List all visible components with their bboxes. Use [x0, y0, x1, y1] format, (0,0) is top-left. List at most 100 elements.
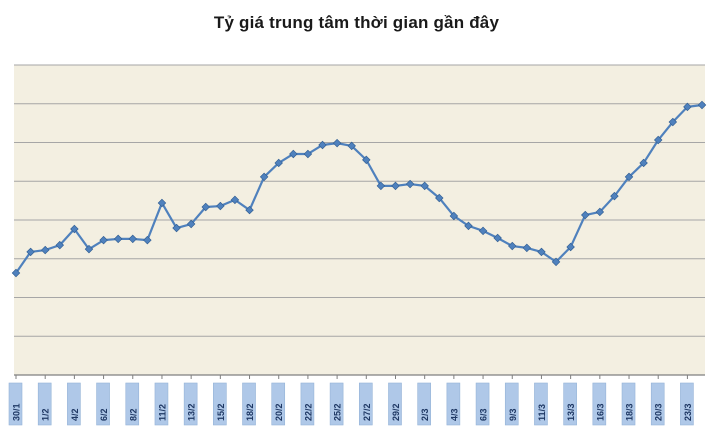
- x-axis-label-box: [446, 382, 461, 426]
- x-axis-label: 20/3: [650, 382, 665, 426]
- data-point-marker: [653, 135, 663, 145]
- x-axis-label-box: [621, 382, 636, 426]
- data-point-marker: [595, 207, 605, 217]
- x-axis-label-box: [563, 382, 577, 426]
- x-axis-label-text: 11/3: [537, 404, 547, 421]
- data-point-marker: [639, 158, 648, 168]
- x-axis-label-text: 27/2: [362, 403, 372, 421]
- data-point-marker: [128, 234, 137, 244]
- x-axis-label-text: 4/3: [449, 408, 459, 421]
- x-axis-label-text: 18/3: [625, 403, 635, 421]
- data-point-marker: [216, 201, 225, 211]
- x-axis-label: 6/3: [475, 382, 490, 426]
- data-point-marker: [464, 221, 473, 231]
- x-axis-label-box: [242, 382, 256, 426]
- data-point-marker: [435, 193, 444, 203]
- x-axis-label-box: [680, 382, 694, 426]
- data-point-marker: [186, 219, 196, 229]
- x-axis-label-text: 2/3: [420, 408, 430, 421]
- x-axis-label-text: 1/2: [41, 408, 51, 421]
- data-point-marker: [26, 247, 35, 257]
- x-axis-label: 23/3: [680, 382, 694, 426]
- data-point-marker: [508, 241, 517, 251]
- x-axis-label: 13/3: [563, 382, 577, 426]
- x-axis-label: 22/2: [300, 382, 315, 426]
- x-axis-label: 16/3: [592, 382, 607, 426]
- x-axis-label-text: 25/2: [333, 403, 343, 421]
- x-axis-label-text: 11/2: [157, 404, 167, 421]
- data-point-marker: [697, 100, 707, 110]
- data-point-marker: [40, 245, 50, 255]
- x-axis-label: 15/2: [213, 382, 227, 426]
- data-point-marker: [230, 195, 240, 205]
- data-point-marker: [318, 140, 327, 150]
- data-point-marker: [581, 210, 590, 220]
- x-axis-label-box: [417, 382, 431, 426]
- x-axis-label-box: [154, 382, 169, 426]
- x-axis-label: 8/2: [125, 382, 140, 426]
- x-axis-label: 2/3: [417, 382, 431, 426]
- x-axis-label-box: [504, 382, 519, 426]
- x-axis-label-text: 16/3: [595, 403, 605, 421]
- data-point-marker: [537, 247, 546, 257]
- data-point-marker: [362, 155, 371, 165]
- data-point-marker: [376, 181, 386, 191]
- x-axis-label: 11/3: [534, 382, 548, 426]
- data-point-marker: [391, 181, 400, 191]
- data-point-marker: [493, 233, 502, 243]
- data-point-marker: [683, 102, 692, 112]
- x-axis-label-box: [183, 382, 198, 426]
- x-axis-label: 9/3: [504, 382, 519, 426]
- data-point-marker: [70, 224, 79, 234]
- data-point-marker: [420, 181, 429, 191]
- x-axis-label-text: 13/3: [566, 403, 576, 421]
- data-point-marker: [478, 226, 488, 236]
- data-point-marker: [274, 158, 283, 168]
- x-axis-label-box: [37, 382, 52, 426]
- data-point-marker: [11, 268, 21, 278]
- x-axis-label-text: 8/2: [128, 408, 138, 421]
- data-point-marker: [405, 179, 415, 189]
- x-axis-label-box: [475, 382, 490, 426]
- data-point-marker: [55, 240, 65, 250]
- x-axis-label-box: [534, 382, 548, 426]
- x-axis-label-box: [592, 382, 607, 426]
- data-point-marker: [624, 172, 634, 182]
- x-axis-label-box: [96, 382, 110, 426]
- x-axis-label-box: [650, 382, 665, 426]
- x-axis-label: 18/2: [242, 382, 256, 426]
- data-point-marker: [303, 149, 313, 159]
- x-axis-label: 13/2: [183, 382, 198, 426]
- data-point-marker: [551, 257, 561, 267]
- data-point-marker: [259, 172, 269, 182]
- x-axis-label-box: [67, 382, 81, 426]
- data-point-marker: [201, 202, 210, 212]
- x-axis-label-box: [388, 382, 402, 426]
- x-axis-label-text: 9/3: [508, 408, 518, 421]
- x-axis-label-text: 20/2: [274, 403, 284, 421]
- x-axis-label-text: 29/2: [391, 403, 401, 421]
- x-axis-label-text: 13/2: [187, 403, 197, 421]
- data-point-marker: [99, 235, 108, 245]
- x-axis-label: 6/2: [96, 382, 110, 426]
- x-axis-label-box: [125, 382, 140, 426]
- data-point-marker: [566, 242, 575, 252]
- x-axis-label-box: [8, 382, 23, 426]
- x-axis-label: 27/2: [358, 382, 373, 426]
- x-axis-label: 1/2: [37, 382, 52, 426]
- x-axis-label: 4/3: [446, 382, 461, 426]
- x-axis-label: 20/2: [271, 382, 286, 426]
- data-point-marker: [610, 191, 619, 201]
- data-point-marker: [449, 211, 459, 221]
- x-axis-label: 25/2: [329, 382, 344, 426]
- x-axis-label-text: 6/2: [99, 408, 109, 421]
- data-point-marker: [143, 235, 152, 245]
- data-point-marker: [332, 138, 342, 148]
- x-axis-label: 4/2: [67, 382, 81, 426]
- x-axis-label-text: 18/2: [245, 403, 255, 421]
- data-point-marker: [84, 244, 94, 254]
- x-axis-label: 18/3: [621, 382, 636, 426]
- data-point-marker: [113, 234, 123, 244]
- data-point-marker: [522, 243, 532, 253]
